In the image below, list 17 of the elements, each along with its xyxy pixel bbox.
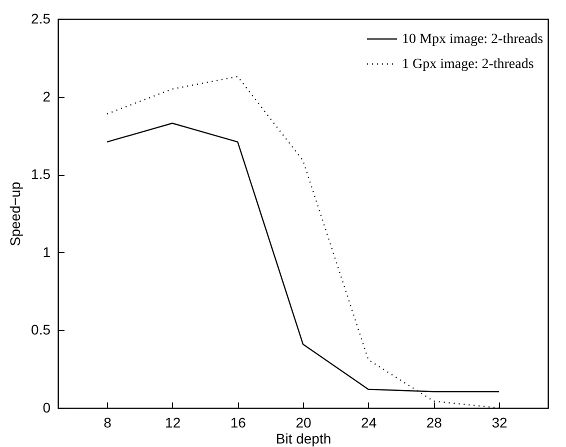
x-tick-label: 12 (165, 414, 181, 430)
x-tick-label: 32 (492, 414, 508, 430)
legend-label: 1 Gpx image: 2-threads (402, 57, 534, 72)
x-tick-label: 24 (361, 414, 377, 430)
x-tick-label: 8 (104, 414, 112, 430)
y-tick-label: 0.5 (31, 322, 51, 338)
y-tick-label: 1 (42, 244, 51, 260)
x-tick-label: 16 (230, 414, 246, 430)
y-tick-label: 0 (42, 400, 51, 416)
y-axis-title: Speed−up (7, 182, 24, 246)
x-tick-label: 20 (296, 414, 312, 430)
x-axis-title: Bit depth (276, 430, 332, 446)
x-tick-label: 28 (426, 414, 442, 430)
y-tick-label: 1.5 (31, 166, 51, 182)
y-tick-label: 2 (42, 88, 51, 104)
y-tick-label: 2.5 (31, 10, 51, 26)
legend-label: 10 Mpx image: 2-threads (402, 32, 544, 47)
